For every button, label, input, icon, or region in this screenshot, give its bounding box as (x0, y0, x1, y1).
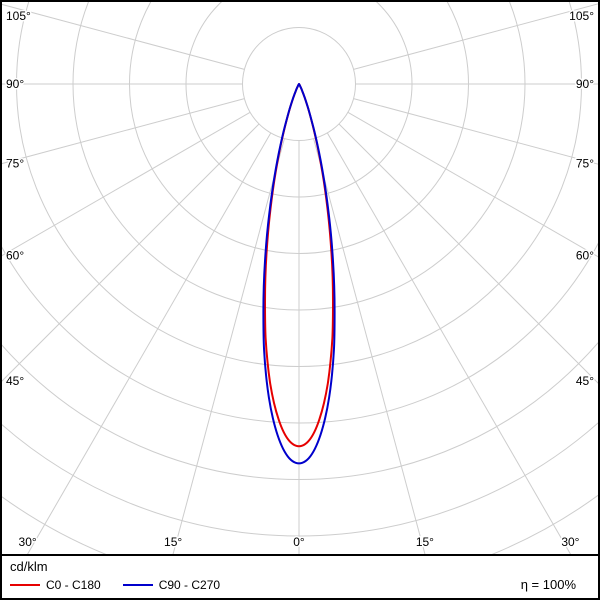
grid-radial-line (2, 98, 245, 165)
legend-item-label: C90 - C270 (158, 578, 221, 592)
grid-radial-line (347, 111, 598, 258)
angle-label-left: 60° (6, 249, 24, 263)
grid-radial-line (27, 132, 272, 554)
angle-label-right: 90° (576, 77, 594, 91)
legend-item: C90 - C270 (122, 578, 221, 592)
angle-label-right: 105° (569, 9, 594, 23)
efficiency-label: η = 100% (520, 577, 576, 592)
unit-label: cd/klm (10, 559, 48, 574)
curve-c90-c270 (262, 83, 336, 465)
grid-radial-line (172, 138, 285, 554)
angle-label-right: 75° (576, 157, 594, 171)
grid-radial-line (326, 132, 571, 554)
angle-label-left: 75° (6, 157, 24, 171)
grid-radial-line (2, 3, 245, 70)
legend-left-column: cd/klm C0 - C180 C90 - C270 (10, 559, 220, 592)
angle-label-bottom: 0° (293, 535, 305, 549)
grid-ring (2, 422, 598, 537)
angle-label-left: 45° (6, 374, 24, 388)
angle-label-left: 105° (6, 9, 31, 23)
grid-radial-line (2, 123, 260, 382)
legend-color-line (122, 584, 153, 586)
angle-label-right: 45° (576, 374, 594, 388)
grid-ring (2, 242, 598, 424)
grid-radial-line (2, 111, 251, 257)
legend-item-label: C0 - C180 (46, 578, 101, 592)
angle-label-bottom: 30° (561, 535, 579, 549)
grid-radial-line (338, 123, 598, 384)
angle-label-bottom: 15° (164, 535, 182, 549)
legend-color-line (10, 584, 40, 586)
polar-chart-area: 105° 105° 90° 90° 75° 75° 60° 60° 45° 45° 30° 15° 0°… (2, 2, 598, 556)
grid-radial-line (353, 98, 598, 165)
grid-ring (2, 342, 598, 480)
legend-items: C0 - C180 C90 - C270 (10, 578, 220, 592)
angle-label-right: 60° (576, 249, 594, 263)
angle-label-bottom: 15° (416, 535, 434, 549)
legend-item: C0 - C180 (10, 578, 101, 592)
grid-radial-line (313, 138, 426, 554)
legend: cd/klm C0 - C180 C90 - C270 η = 100% (2, 556, 598, 598)
grid-radial-line (353, 3, 598, 70)
polar-chart-svg: 105° 105° 90° 90° 75° 75° 60° 60° 45° 45° 30° 15° 0°… (2, 2, 598, 554)
angle-label-bottom: 30° (19, 535, 37, 549)
angle-label-left: 90° (6, 77, 24, 91)
